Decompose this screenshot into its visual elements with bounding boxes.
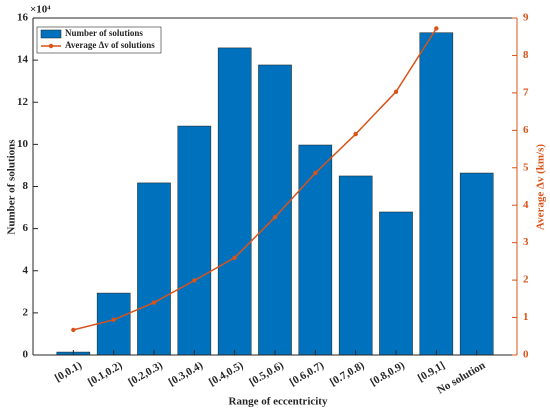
legend-label: Number of solutions (65, 28, 143, 38)
y2-tick-label: 0 (523, 349, 529, 361)
line-point (353, 131, 358, 137)
bar (298, 144, 333, 356)
y-tick-label: 10 (17, 138, 29, 150)
line-point (111, 317, 116, 323)
y2-tick-label: 8 (523, 49, 529, 61)
y-tick-label: 4 (23, 264, 29, 276)
line-point (393, 89, 399, 94)
line-point (71, 327, 76, 333)
y2-tick-label: 9 (523, 12, 529, 24)
y-tick-label: 6 (23, 222, 29, 234)
y2-tick-label: 1 (523, 311, 529, 323)
x-tick-label: [0.3,0.4) (167, 359, 206, 388)
bar (379, 211, 413, 356)
bar (419, 32, 454, 356)
y2-tick-label: 5 (523, 161, 529, 173)
y2-tick-label: 2 (523, 274, 529, 286)
x-axis-label: Range of eccentricity (229, 396, 328, 408)
y2-tick-label: 6 (523, 124, 529, 136)
y-multiplier: ×10⁴ (30, 4, 51, 16)
y-axis-label: Number of solutions (6, 139, 18, 235)
y-tick-label: 14 (17, 54, 29, 66)
x-tick-label: [0.8,0.9) (368, 359, 407, 388)
x-tick-label: [0.6,0.7) (288, 359, 327, 388)
x-tick-label: [0.5,0.6) (247, 359, 286, 388)
y2-tick-label: 4 (523, 199, 529, 211)
bar (459, 172, 494, 356)
y2-tick-label: 7 (523, 86, 529, 98)
line (73, 28, 437, 331)
y2-tick-label: 3 (523, 236, 529, 248)
line-point (232, 255, 237, 260)
bar (338, 175, 373, 356)
y-tick-label: 0 (23, 349, 29, 361)
bar (177, 125, 212, 356)
x-tick-label: [0.7,0.8) (328, 359, 367, 388)
legend-label: Average Δv of solutions (65, 40, 155, 50)
legend-swatch (40, 29, 62, 39)
y-tick-label: 16 (17, 12, 29, 24)
x-tick-label: [0,0.1) (53, 359, 85, 384)
y2-axis-label: Average Δv (km/s) (535, 144, 547, 230)
legend-swatch (48, 43, 54, 49)
y-tick-label: 2 (23, 306, 29, 318)
line-point (272, 215, 278, 220)
x-tick-label: [0.2,0.3) (126, 359, 165, 388)
line-point (313, 170, 318, 176)
x-tick-label: [0.9,1] (416, 359, 447, 384)
y-tick-label: 8 (23, 180, 29, 192)
x-tick-label: [0.1,0.2) (86, 359, 125, 388)
bar (96, 292, 131, 356)
y-tick-label: 12 (17, 96, 29, 108)
bar (137, 182, 171, 356)
line-point (151, 300, 157, 305)
line-point (192, 278, 197, 283)
bar (217, 47, 252, 356)
x-tick-label: [0.4,0.5) (207, 359, 246, 388)
bar (258, 64, 292, 356)
line-point (434, 26, 439, 31)
